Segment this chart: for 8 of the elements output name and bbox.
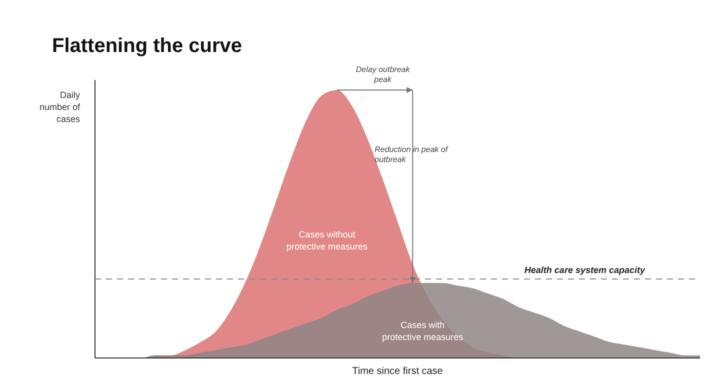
x-axis-title: Time since first case <box>352 366 444 377</box>
ref-line-label: Health care system capacity <box>524 264 646 275</box>
y-axis-title: Daily number of cases <box>39 90 80 124</box>
series-label: Cases with protective measures <box>382 320 464 342</box>
text: Delay outbreak peak <box>356 65 411 84</box>
chart-title: Flattening the curve <box>52 35 242 57</box>
series-label: Cases without protective measures <box>286 229 368 252</box>
annotation: Reduction in peak of outbreak <box>374 145 448 164</box>
